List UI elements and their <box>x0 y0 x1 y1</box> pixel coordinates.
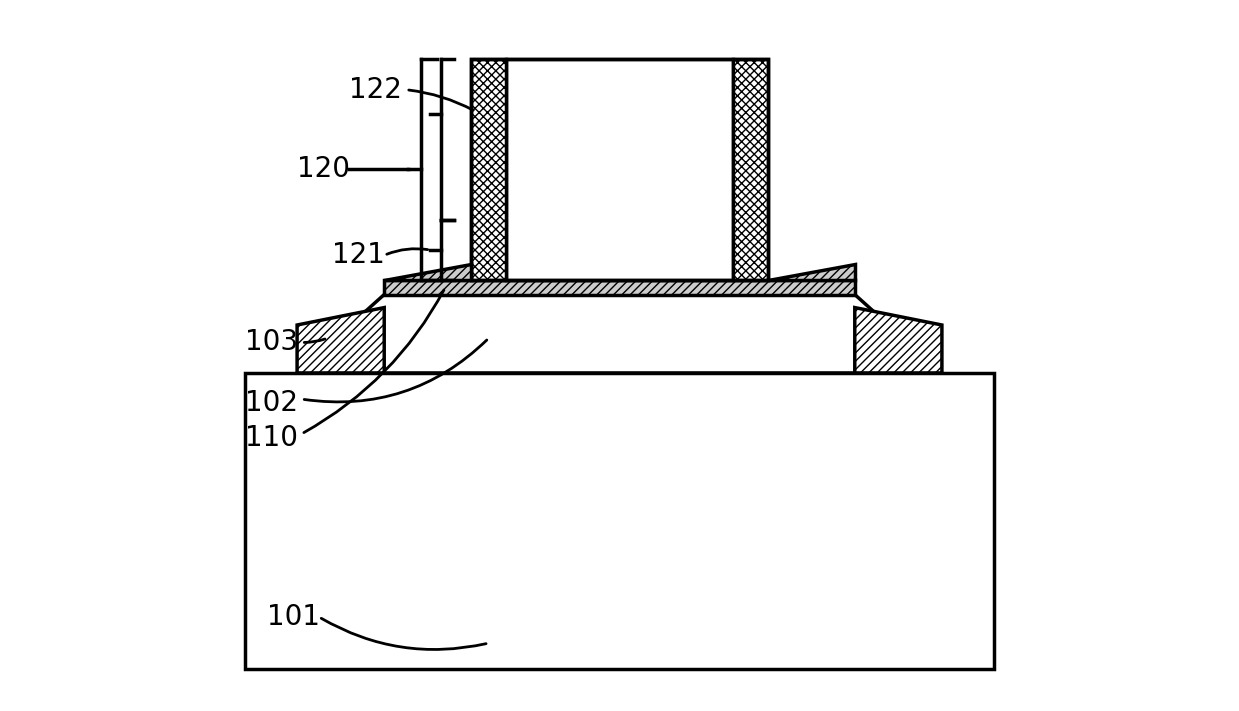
Text: 110: 110 <box>245 424 297 452</box>
Text: 101: 101 <box>266 603 320 631</box>
Polygon shape <box>297 294 942 373</box>
Text: 121: 121 <box>332 241 385 269</box>
Text: 103: 103 <box>245 328 297 356</box>
Bar <box>471 59 768 279</box>
Polygon shape <box>384 264 471 279</box>
Bar <box>507 59 732 279</box>
Text: 122: 122 <box>349 76 403 104</box>
Bar <box>384 279 855 294</box>
Bar <box>471 59 507 279</box>
Bar <box>732 59 768 279</box>
Polygon shape <box>768 264 855 279</box>
Text: 120: 120 <box>297 156 351 183</box>
Polygon shape <box>855 308 942 373</box>
Bar <box>245 373 994 669</box>
Polygon shape <box>297 308 384 373</box>
Text: 102: 102 <box>245 390 297 417</box>
